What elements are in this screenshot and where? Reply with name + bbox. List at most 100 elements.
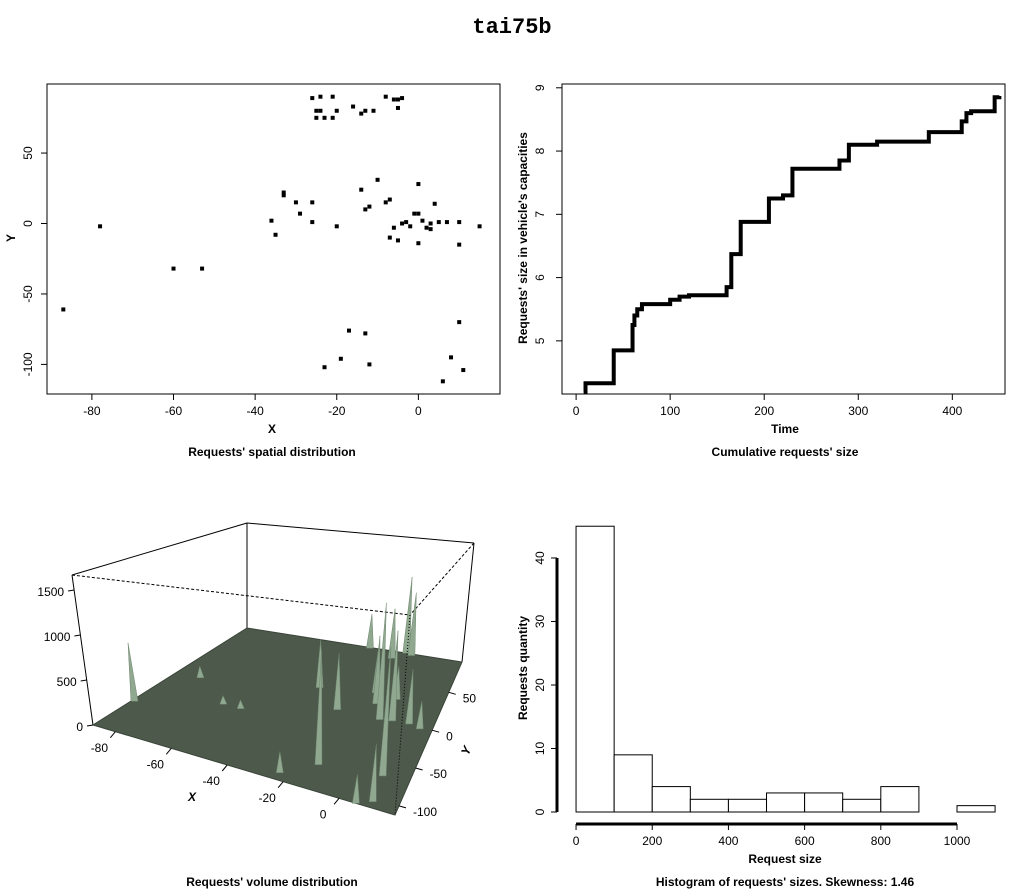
z-tick-label: 1500: [37, 585, 64, 599]
point: [269, 218, 274, 223]
surface-peak: [388, 630, 399, 722]
x-tick-label: -20: [328, 404, 346, 418]
box-edge: [409, 542, 475, 616]
point: [334, 108, 339, 113]
surface-peak: [415, 701, 424, 730]
surface-peak: [314, 650, 323, 765]
box-edge: [246, 522, 475, 544]
point: [391, 97, 396, 102]
z-tick-label: 500: [57, 675, 77, 689]
histogram-bar: [956, 805, 996, 813]
y-tick-label: 9: [533, 84, 547, 91]
x-tick-label: 200: [642, 834, 662, 848]
histogram-bar: [766, 792, 806, 813]
surface-peak: [236, 699, 245, 709]
z-tick: [86, 724, 94, 727]
point: [400, 96, 405, 101]
point: [310, 220, 315, 225]
point: [322, 115, 327, 120]
point: [98, 224, 103, 229]
x-axis-label: X: [187, 790, 197, 804]
point: [61, 307, 66, 312]
y-axis-label: Y: [4, 234, 18, 242]
point: [387, 197, 392, 202]
x-axis-label: X: [268, 422, 276, 436]
point: [314, 108, 319, 113]
x-tick-label: 300: [848, 404, 868, 418]
x-tick-label: -60: [147, 758, 165, 772]
point: [387, 235, 392, 240]
point: [449, 355, 454, 360]
point: [395, 97, 400, 102]
point: [273, 232, 278, 237]
surface-peak: [368, 743, 377, 802]
x-tick: [277, 781, 284, 788]
point: [322, 365, 327, 370]
x-tick-label: 0: [320, 808, 327, 822]
z-tick: [80, 679, 87, 682]
z-tick-label: 0: [76, 720, 83, 734]
y-tick: [432, 729, 440, 733]
surface-peak: [375, 602, 387, 720]
point: [338, 356, 343, 361]
x-axis-label: Time: [771, 422, 799, 436]
surface-peak: [402, 577, 413, 654]
plot-frame: [561, 83, 1006, 395]
y-tick-label: 0: [533, 808, 547, 815]
histogram-bar: [880, 786, 920, 813]
y-tick-label: 5: [533, 337, 547, 344]
x-tick-label: 100: [660, 404, 680, 418]
point: [363, 108, 368, 113]
surface-peak: [333, 653, 341, 710]
point: [461, 368, 466, 373]
x-axis-label: Request size: [748, 852, 822, 866]
point: [330, 94, 335, 99]
point: [436, 220, 441, 225]
y-tick-label: 7: [533, 211, 547, 218]
x-tick-label: -60: [165, 404, 183, 418]
point: [444, 220, 449, 225]
x-tick-label: 0: [415, 404, 422, 418]
point: [314, 115, 319, 120]
x-tick-label: 400: [942, 404, 962, 418]
surface-floor: [91, 627, 463, 816]
y-tick-label: 50: [21, 146, 35, 160]
point: [359, 111, 364, 116]
x-tick: [333, 798, 340, 805]
point: [281, 193, 286, 198]
x-tick-label: -80: [83, 404, 101, 418]
y-tick-label: -50: [430, 767, 448, 781]
surface-peak: [127, 642, 139, 702]
x-tick-label: -20: [258, 791, 276, 805]
point: [432, 201, 437, 206]
y-tick-label: 10: [533, 741, 547, 755]
x-tick-label: -40: [203, 774, 221, 788]
x-tick-label: 800: [871, 834, 891, 848]
box-edge: [394, 614, 411, 816]
point: [383, 200, 388, 205]
point: [200, 266, 205, 271]
point: [440, 379, 445, 384]
surface-peak: [405, 669, 414, 725]
surface-peak: [352, 774, 360, 804]
point: [391, 225, 396, 230]
point: [281, 190, 286, 195]
point: [424, 225, 429, 230]
point: [416, 211, 421, 216]
y-tick-label: -100: [413, 805, 437, 819]
point: [318, 94, 323, 99]
histogram-bar: [804, 792, 844, 813]
x-tick-label: 0: [573, 834, 580, 848]
point: [310, 96, 315, 101]
x-tick: [221, 764, 228, 772]
surface-peak: [196, 665, 205, 678]
y-tick-label: 6: [533, 274, 547, 281]
point: [416, 241, 421, 246]
x-tick: [109, 731, 116, 738]
point: [428, 221, 433, 226]
histogram-bar: [727, 798, 768, 813]
point: [359, 187, 364, 192]
point: [347, 328, 351, 333]
y-axis-label: Requests quantity: [516, 616, 530, 720]
chart-caption: Requests' volume distribution: [186, 875, 358, 889]
